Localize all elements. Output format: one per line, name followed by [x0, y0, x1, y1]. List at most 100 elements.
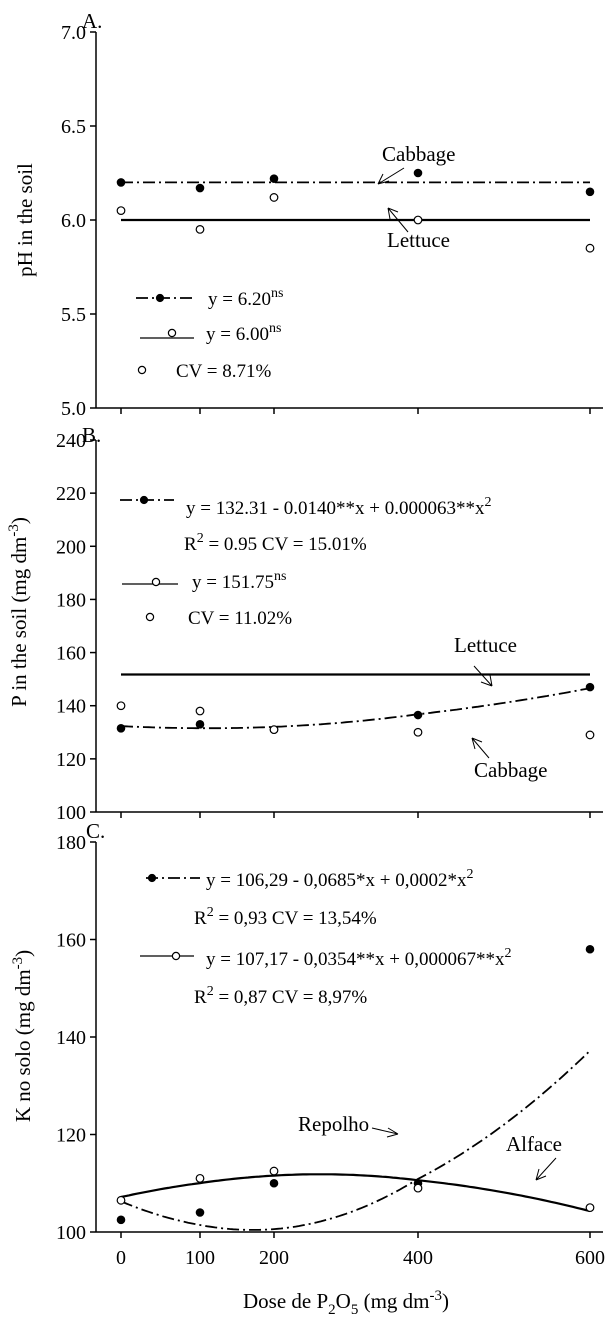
- panel-a-points: [116, 168, 595, 253]
- data-point-lettuce: [413, 215, 423, 225]
- fit-line-repolho: [120, 1050, 591, 1231]
- y-tick-label: 180: [56, 832, 86, 854]
- legend-marker-open: [171, 951, 181, 961]
- y-tick-label: 120: [56, 749, 86, 771]
- annotation-alface: Alface: [506, 1132, 562, 1156]
- panel-c-legend: y = 106,29 - 0,0685*x + 0,0002*x2 R2 = 0…: [140, 867, 512, 1008]
- data-point-cabbage: [413, 168, 423, 178]
- panel-a-ylabel: pH in the soil: [13, 163, 37, 277]
- y-tick-label: 200: [56, 536, 86, 558]
- annotation-arrow: [471, 737, 490, 759]
- annotation-lettuce: Lettuce: [387, 228, 450, 252]
- data-point-cabbage: [585, 682, 595, 692]
- data-point-cabbage: [116, 724, 126, 733]
- y-tick-label: 100: [56, 802, 86, 824]
- fit-line-alface: [120, 1173, 591, 1213]
- y-tick-label: 140: [56, 696, 86, 718]
- data-point-cabbage: [585, 187, 595, 197]
- legend-text: CV = 8.71%: [176, 361, 272, 382]
- x-tick-label: 600: [575, 1247, 605, 1269]
- data-point-cabbage: [195, 720, 205, 729]
- legend-text: y = 151.75ns: [192, 569, 286, 593]
- data-point-repolho: [585, 944, 595, 954]
- data-point-cabbage: [413, 710, 423, 720]
- panel-a: A. pH in the soil 5.0 5.5 6.0 6.5 7.0 y = 6.…: [13, 9, 603, 420]
- panel-a-ticks: 5.0 5.5 6.0 6.5 7.0: [61, 22, 591, 420]
- legend-text: R2 = 0,93 CV = 13,54%: [194, 905, 377, 929]
- data-point-alface: [269, 1166, 279, 1176]
- y-tick-label: 5.0: [61, 398, 86, 420]
- x-tick-label: 0: [116, 1247, 126, 1269]
- panel-b-label: B.: [82, 423, 101, 447]
- legend-marker-filled: [139, 495, 149, 505]
- annotation-arrow: [387, 207, 409, 233]
- annotation-cabbage: Cabbage: [474, 758, 547, 782]
- data-point-lettuce: [116, 206, 126, 216]
- y-tick-label: 160: [56, 643, 86, 665]
- panel-c-ticks: 100 120 140 160 180: [56, 832, 591, 1244]
- annotation-arrow: [371, 1127, 399, 1138]
- y-tick-label: 7.0: [61, 22, 86, 44]
- panel-c: C. K no solo (mg dm-3) 100 120 140 160 180 0…: [10, 819, 605, 1318]
- data-point-lettuce: [585, 243, 595, 253]
- annotation-arrow: [473, 665, 493, 687]
- annotation-lettuce: Lettuce: [454, 633, 517, 657]
- legend-marker-open: [167, 328, 177, 338]
- annotation-repolho: Repolho: [298, 1112, 369, 1136]
- legend-text: R2 = 0.95 CV = 15.01%: [184, 531, 367, 555]
- y-tick-label: 240: [56, 430, 86, 452]
- data-point-cabbage: [116, 178, 126, 187]
- data-point-lettuce: [195, 706, 205, 716]
- panel-b-fit-lines: [120, 673, 591, 730]
- y-tick-label: 140: [56, 1027, 86, 1049]
- data-point-repolho: [269, 1178, 279, 1188]
- panel-c-points: [116, 944, 595, 1225]
- data-point-cabbage: [269, 174, 279, 183]
- x-tick-label: 200: [259, 1247, 289, 1269]
- panel-c-label: C.: [86, 819, 105, 843]
- data-point-alface: [195, 1173, 205, 1183]
- annotation-cabbage: Cabbage: [382, 142, 455, 166]
- y-tick-label: 220: [56, 483, 86, 505]
- panel-b-ylabel: P in the soil (mg dm-3): [6, 517, 31, 707]
- data-point-repolho: [116, 1215, 126, 1225]
- panel-a-fit-lines: [121, 181, 590, 222]
- panel-b-points: [116, 682, 595, 740]
- data-point-lettuce: [269, 193, 279, 202]
- y-tick-label: 6.5: [61, 116, 86, 138]
- panel-c-ylabel: K no solo (mg dm-3): [10, 950, 35, 1122]
- legend-text: y = 6.20ns: [208, 286, 283, 310]
- legend-text: CV = 11.02%: [188, 608, 292, 629]
- panel-b-legend: y = 132.31 - 0.0140**x + 0.000063**x2 R2…: [120, 495, 492, 629]
- x-tick-label: 400: [403, 1247, 433, 1269]
- data-point-alface: [413, 1183, 423, 1193]
- data-point-alface: [585, 1203, 595, 1213]
- legend-text: y = 107,17 - 0,0354**x + 0,000067**x2: [206, 946, 512, 970]
- data-point-cabbage: [195, 183, 205, 193]
- data-point-alface: [116, 1195, 126, 1205]
- panel-b-ticks: 100 120 140 160 180 200 220 240: [56, 430, 591, 824]
- legend-marker-open: [137, 365, 147, 375]
- data-point-lettuce: [269, 725, 279, 735]
- y-tick-label: 5.5: [61, 304, 86, 326]
- panel-c-x-ticks: 0 100 200 400 600: [116, 1247, 605, 1269]
- legend-text: y = 106,29 - 0,0685*x + 0,0002*x2: [206, 867, 474, 891]
- panel-a-label: A.: [82, 9, 102, 33]
- legend-text: y = 132.31 - 0.0140**x + 0.000063**x2: [186, 495, 492, 519]
- annotation-arrow: [535, 1157, 557, 1181]
- legend-marker-open: [151, 577, 161, 587]
- legend-marker-filled: [147, 873, 157, 883]
- y-tick-label: 120: [56, 1125, 86, 1147]
- y-tick-label: 180: [56, 589, 86, 611]
- annotation-arrow: [377, 167, 405, 185]
- legend-marker-filled: [155, 293, 165, 303]
- y-tick-label: 6.0: [61, 210, 86, 232]
- data-point-lettuce: [195, 224, 205, 234]
- panel-a-legend: y = 6.20ns y = 6.00ns CV = 8.71%: [136, 286, 283, 382]
- data-point-lettuce: [116, 701, 126, 711]
- legend-marker-open: [145, 612, 155, 622]
- panel-c-xlabel: Dose de P2O5 (mg dm-3): [243, 1288, 449, 1318]
- panel-c-fit-lines: [120, 1050, 591, 1231]
- fit-line-cabbage: [120, 687, 591, 730]
